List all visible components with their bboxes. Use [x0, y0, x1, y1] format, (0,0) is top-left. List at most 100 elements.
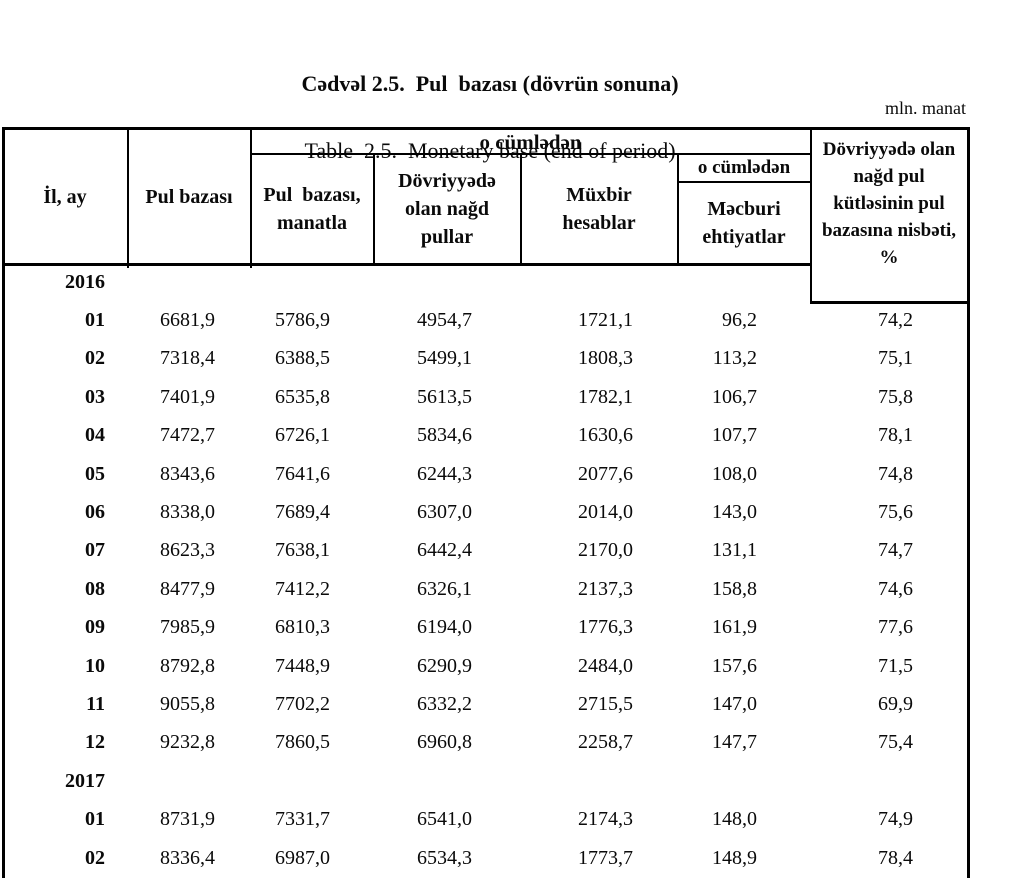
- value-cell: 74,2: [878, 309, 913, 332]
- value-cell: 75,8: [878, 385, 913, 408]
- value-cell: 75,1: [878, 347, 913, 370]
- grid-line-col2: [250, 127, 252, 268]
- header-cash-to-base-ratio: Dövriyyədə olan nağd pul kütləsinin pul …: [821, 139, 957, 268]
- value-cell: 2174,3: [578, 808, 633, 831]
- value-cell: 5499,1: [417, 347, 472, 370]
- year-row: 2017: [0, 762, 1009, 800]
- value-cell: 8477,9: [160, 577, 215, 600]
- month-label: 06: [85, 501, 105, 524]
- value-cell: 6307,0: [417, 501, 472, 524]
- value-cell: 7448,9: [275, 654, 330, 677]
- value-cell: 2484,0: [578, 654, 633, 677]
- value-cell: 6326,1: [417, 577, 472, 600]
- year-row: 2016: [0, 263, 1009, 301]
- month-label: 03: [85, 385, 105, 408]
- month-label: 11: [86, 693, 105, 716]
- value-cell: 6810,3: [275, 616, 330, 639]
- value-cell: 7638,1: [275, 539, 330, 562]
- value-cell: 6194,0: [417, 616, 472, 639]
- value-cell: 5834,6: [417, 424, 472, 447]
- value-cell: 148,9: [712, 846, 757, 869]
- table-border-left: [2, 127, 5, 878]
- ratio-cell-bottom-border: [810, 301, 970, 304]
- value-cell: 9055,8: [160, 693, 215, 716]
- header-required-reserves: Məcburi ehtiyatlar: [702, 197, 786, 248]
- value-cell: 5613,5: [417, 385, 472, 408]
- value-cell: 108,0: [712, 462, 757, 485]
- value-cell: 2170,0: [578, 539, 633, 562]
- value-cell: 1630,6: [578, 424, 633, 447]
- value-cell: 9232,8: [160, 731, 215, 754]
- value-cell: 4954,7: [417, 309, 472, 332]
- value-cell: 6290,9: [417, 654, 472, 677]
- value-cell: 8343,6: [160, 462, 215, 485]
- value-cell: 1776,3: [578, 616, 633, 639]
- table-border-top: [2, 127, 970, 130]
- value-cell: 7472,7: [160, 424, 215, 447]
- table-title-azerbaijani: Cədvəl 2.5. Pul bazası (dövrün sonuna): [301, 71, 679, 96]
- grid-line-under-including: [250, 153, 812, 155]
- month-label: 01: [85, 309, 105, 332]
- month-label: 04: [85, 424, 105, 447]
- data-row: 11 9055,8 7702,2 6332,2 2715,5 147,0 69,9: [0, 685, 1009, 723]
- value-cell: 6726,1: [275, 424, 330, 447]
- value-cell: 1721,1: [578, 309, 633, 332]
- header-year-month: İl, ay: [43, 185, 87, 208]
- value-cell: 78,4: [878, 846, 913, 869]
- value-cell: 96,2: [722, 309, 757, 332]
- value-cell: 113,2: [712, 347, 757, 370]
- value-cell: 106,7: [712, 385, 757, 408]
- month-label: 02: [85, 347, 105, 370]
- month-label: 01: [85, 808, 105, 831]
- value-cell: 77,6: [878, 616, 913, 639]
- value-cell: 1782,1: [578, 385, 633, 408]
- data-row: 07 8623,3 7638,1 6442,4 2170,0 131,1 74,7: [0, 532, 1009, 570]
- value-cell: 158,8: [712, 577, 757, 600]
- header-base-in-manat: Pul bazası, manatla: [263, 183, 361, 234]
- value-cell: 6388,5: [275, 347, 330, 370]
- value-cell: 2137,3: [578, 577, 633, 600]
- unit-note: mln. manat: [885, 98, 966, 118]
- grid-line-col6: [810, 127, 812, 301]
- value-cell: 6960,8: [417, 731, 472, 754]
- month-label: 12: [85, 731, 105, 754]
- data-row: 02 7318,4 6388,5 5499,1 1808,3 113,2 75,1: [0, 340, 1009, 378]
- value-cell: 7412,2: [275, 577, 330, 600]
- value-cell: 6535,8: [275, 385, 330, 408]
- value-cell: 75,6: [878, 501, 913, 524]
- value-cell: 7331,7: [275, 808, 330, 831]
- value-cell: 8338,0: [160, 501, 215, 524]
- value-cell: 1773,7: [578, 846, 633, 869]
- month-label: 10: [85, 654, 105, 677]
- value-cell: 161,9: [712, 616, 757, 639]
- data-row: 10 8792,8 7448,9 6290,9 2484,0 157,6 71,5: [0, 647, 1009, 685]
- value-cell: 74,8: [878, 462, 913, 485]
- grid-line-col5: [677, 153, 679, 263]
- value-cell: 6681,9: [160, 309, 215, 332]
- value-cell: 78,1: [878, 424, 913, 447]
- month-label: 05: [85, 462, 105, 485]
- header-bottom-border: [2, 263, 812, 266]
- value-cell: 147,7: [712, 731, 757, 754]
- data-row: 09 7985,9 6810,3 6194,0 1776,3 161,9 77,6: [0, 609, 1009, 647]
- value-cell: 7401,9: [160, 385, 215, 408]
- value-cell: 147,0: [712, 693, 757, 716]
- header-monetary-base: Pul bazası: [145, 185, 233, 208]
- value-cell: 74,7: [878, 539, 913, 562]
- value-cell: 6534,3: [417, 846, 472, 869]
- data-row: 04 7472,7 6726,1 5834,6 1630,6 107,7 78,1: [0, 417, 1009, 455]
- header-including-sub: o cümlədən: [697, 157, 791, 178]
- data-row: 05 8343,6 7641,6 6244,3 2077,6 108,0 74,8: [0, 455, 1009, 493]
- grid-line-col4: [520, 153, 522, 263]
- value-cell: 7702,2: [275, 693, 330, 716]
- value-cell: 7318,4: [160, 347, 215, 370]
- data-row: 01 6681,9 5786,9 4954,7 1721,1 96,2 74,2: [0, 301, 1009, 339]
- data-row: 08 8477,9 7412,2 6326,1 2137,3 158,8 74,6: [0, 570, 1009, 608]
- value-cell: 5786,9: [275, 309, 330, 332]
- grid-line-col3: [373, 153, 375, 263]
- year-label: 2016: [65, 270, 105, 293]
- data-row: 03 7401,9 6535,8 5613,5 1782,1 106,7 75,8: [0, 378, 1009, 416]
- data-row: 12 9232,8 7860,5 6960,8 2258,7 147,7 75,4: [0, 724, 1009, 762]
- value-cell: 2014,0: [578, 501, 633, 524]
